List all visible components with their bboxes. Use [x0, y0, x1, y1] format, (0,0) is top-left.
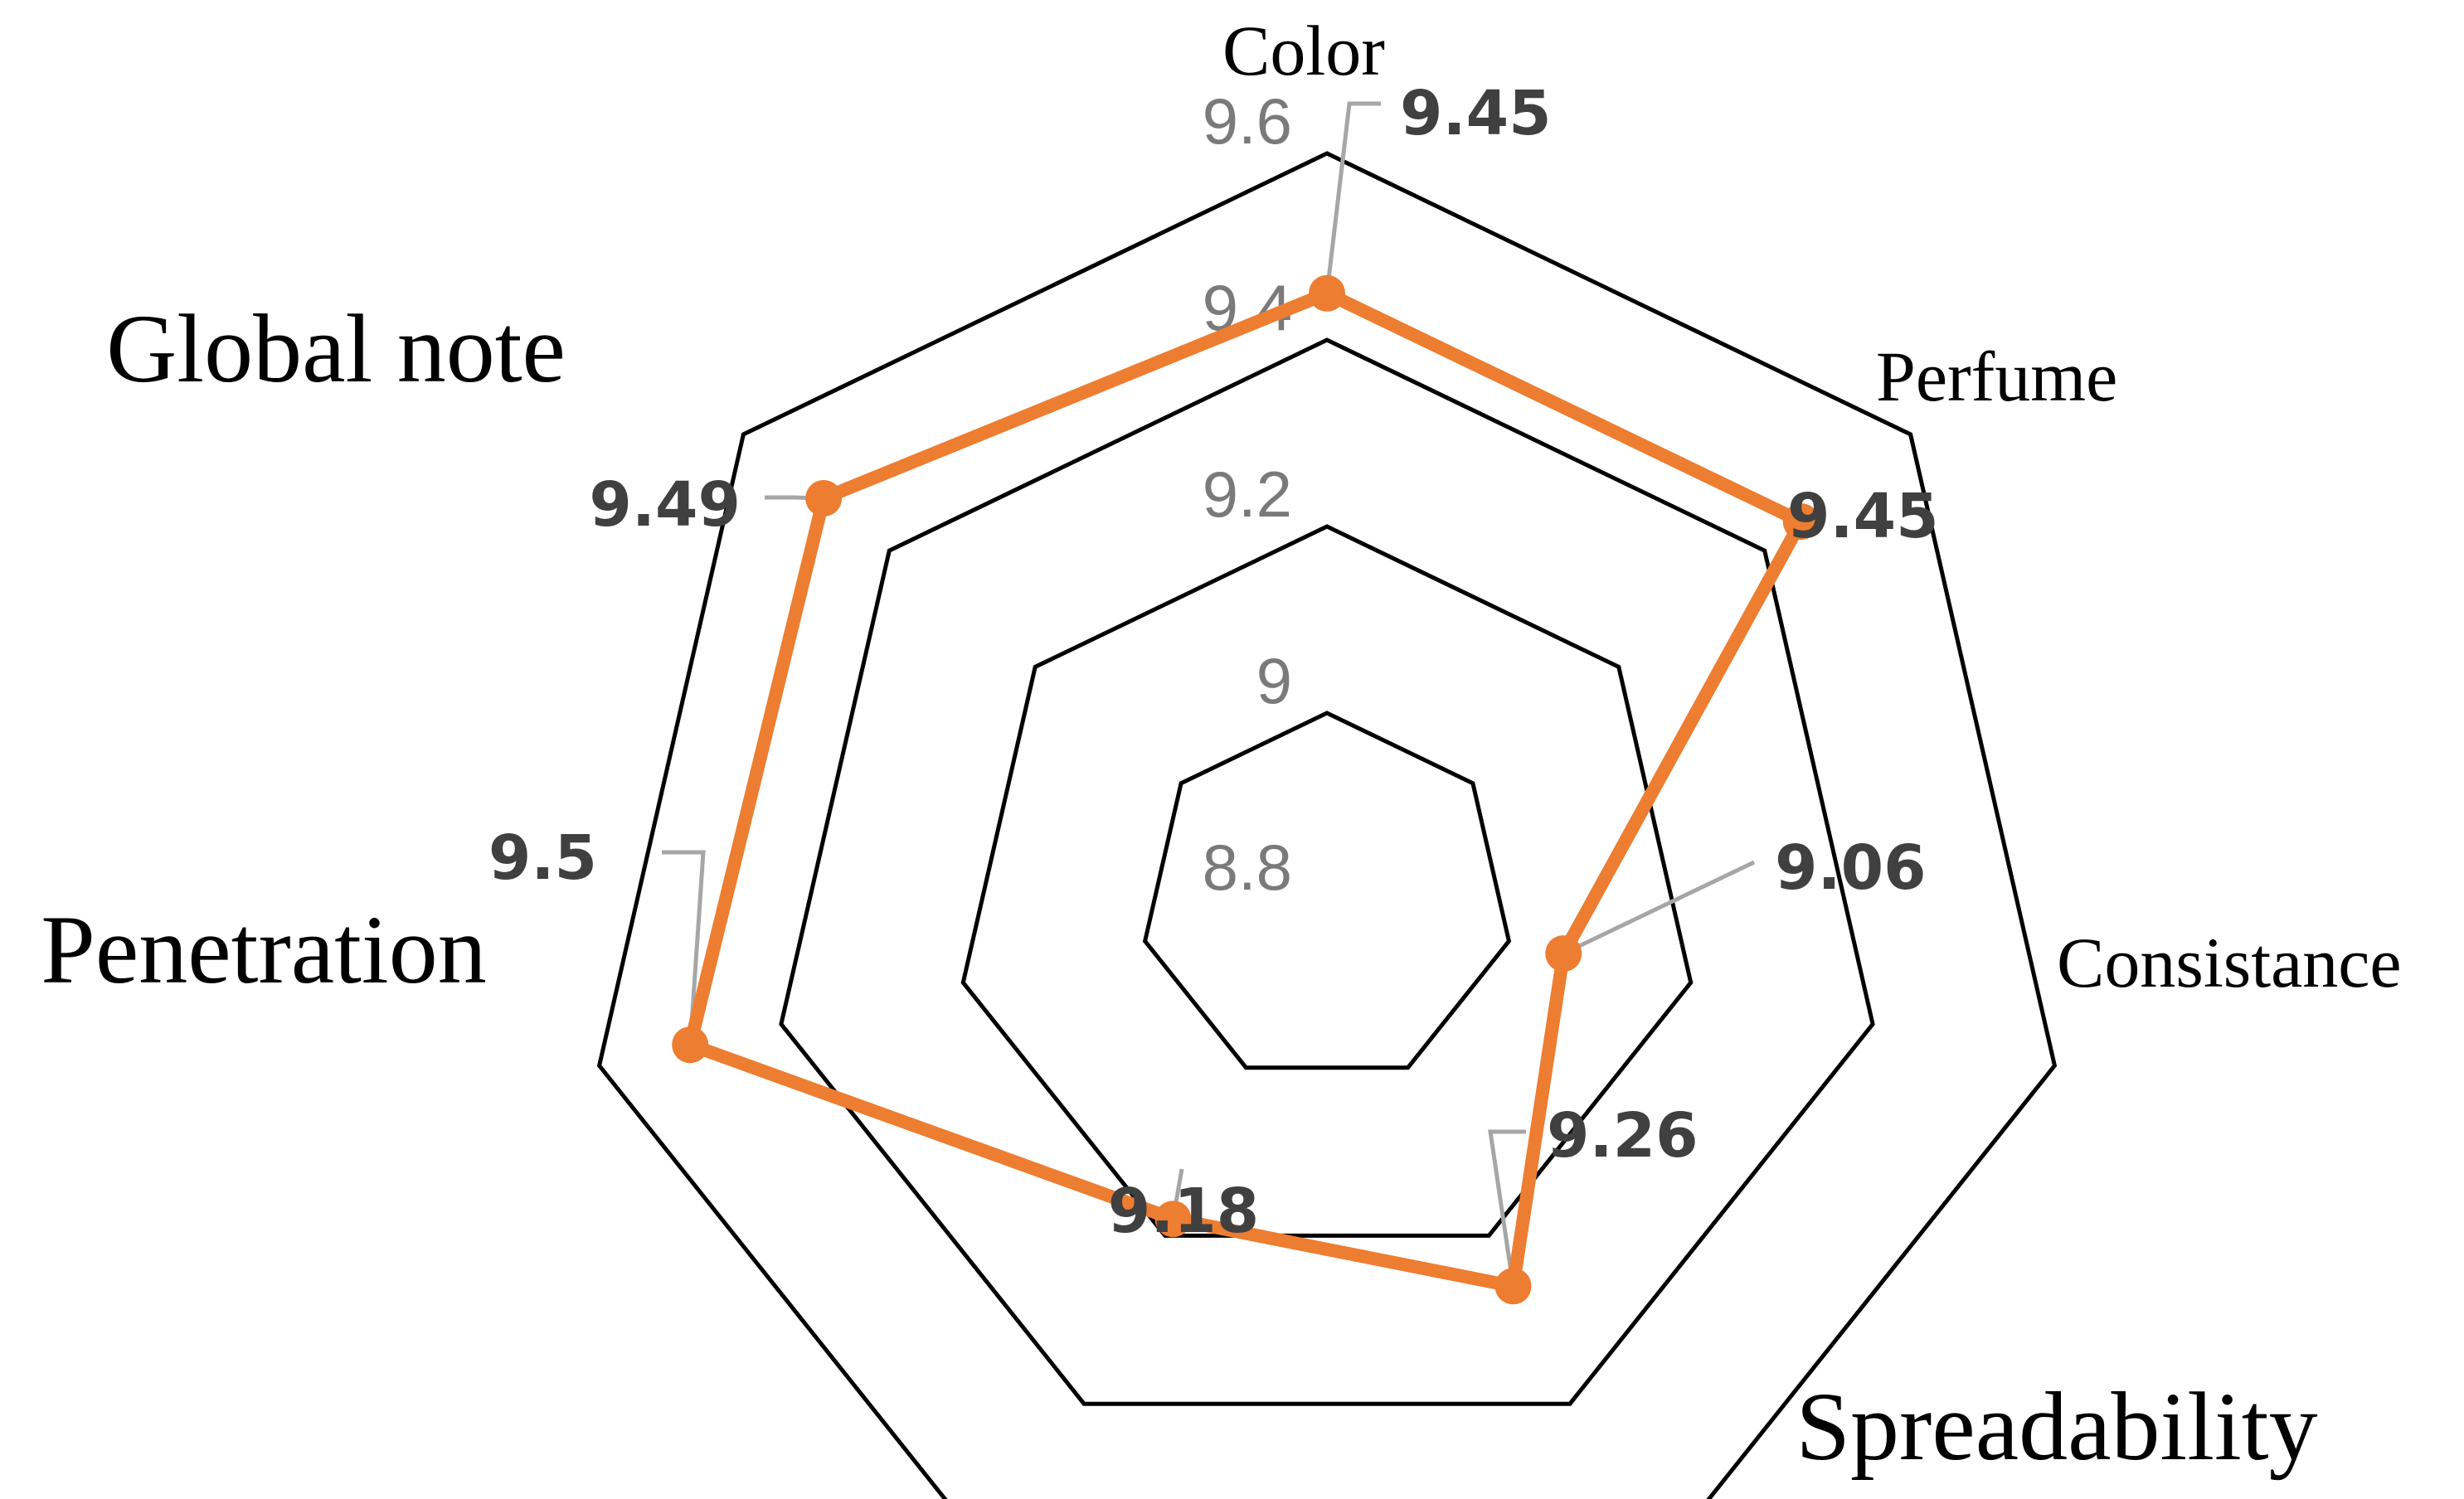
data-labels: 9.45 9.45 9.06 9.26 9.18 9.5 9.49: [488, 78, 1939, 1247]
data-label-5: 9.5: [488, 822, 597, 894]
grid-ring-9: [1142, 711, 1512, 1070]
data-series: [672, 274, 1820, 1305]
data-label-1: 9.45: [1787, 481, 1939, 552]
axis-labels: Color Perfume Consistance Spreadability Pene…: [41, 11, 2401, 1481]
axis-label-color: Color: [1222, 11, 1385, 90]
leader-line-5: [662, 850, 706, 1045]
grid-ring-9.2: [960, 524, 1694, 1238]
data-label-4: 9.18: [1108, 1176, 1260, 1247]
axis-label-spreadability: Spreadability: [1796, 1372, 2317, 1481]
axis-label-penetration: Penetration: [41, 895, 486, 1004]
leader-line-3: [1488, 1129, 1526, 1287]
data-label-3: 9.26: [1547, 1100, 1699, 1172]
data-point-5: [672, 1026, 709, 1064]
data-point-6: [805, 480, 843, 517]
grid-ring-9.6: [596, 151, 2058, 1499]
leader-line-0: [1324, 101, 1381, 294]
data-point-3: [1494, 1268, 1532, 1305]
axis-label-consistance: Consistance: [2057, 923, 2402, 1002]
data-point-0: [1309, 274, 1345, 312]
axis-label-global-note: Global note: [106, 294, 566, 403]
axis-label-perfume: Perfume: [1876, 337, 2117, 416]
tick-label: 9.2: [1203, 458, 1292, 531]
data-label-2: 9.06: [1775, 832, 1927, 904]
data-point-2: [1545, 935, 1582, 973]
tick-label: 9: [1256, 644, 1292, 717]
grid-ring-9.4: [779, 337, 1875, 1406]
leader-line-2: [1562, 860, 1756, 956]
grid-rings: [596, 151, 2058, 1499]
tick-label: 8.8: [1203, 831, 1292, 904]
data-label-6: 9.49: [589, 469, 741, 541]
tick-label: 9.6: [1203, 85, 1292, 158]
data-point-4: [1154, 1201, 1192, 1238]
data-label-0: 9.45: [1400, 78, 1552, 149]
series-line: [683, 286, 1808, 1293]
data-point-1: [1782, 503, 1820, 541]
